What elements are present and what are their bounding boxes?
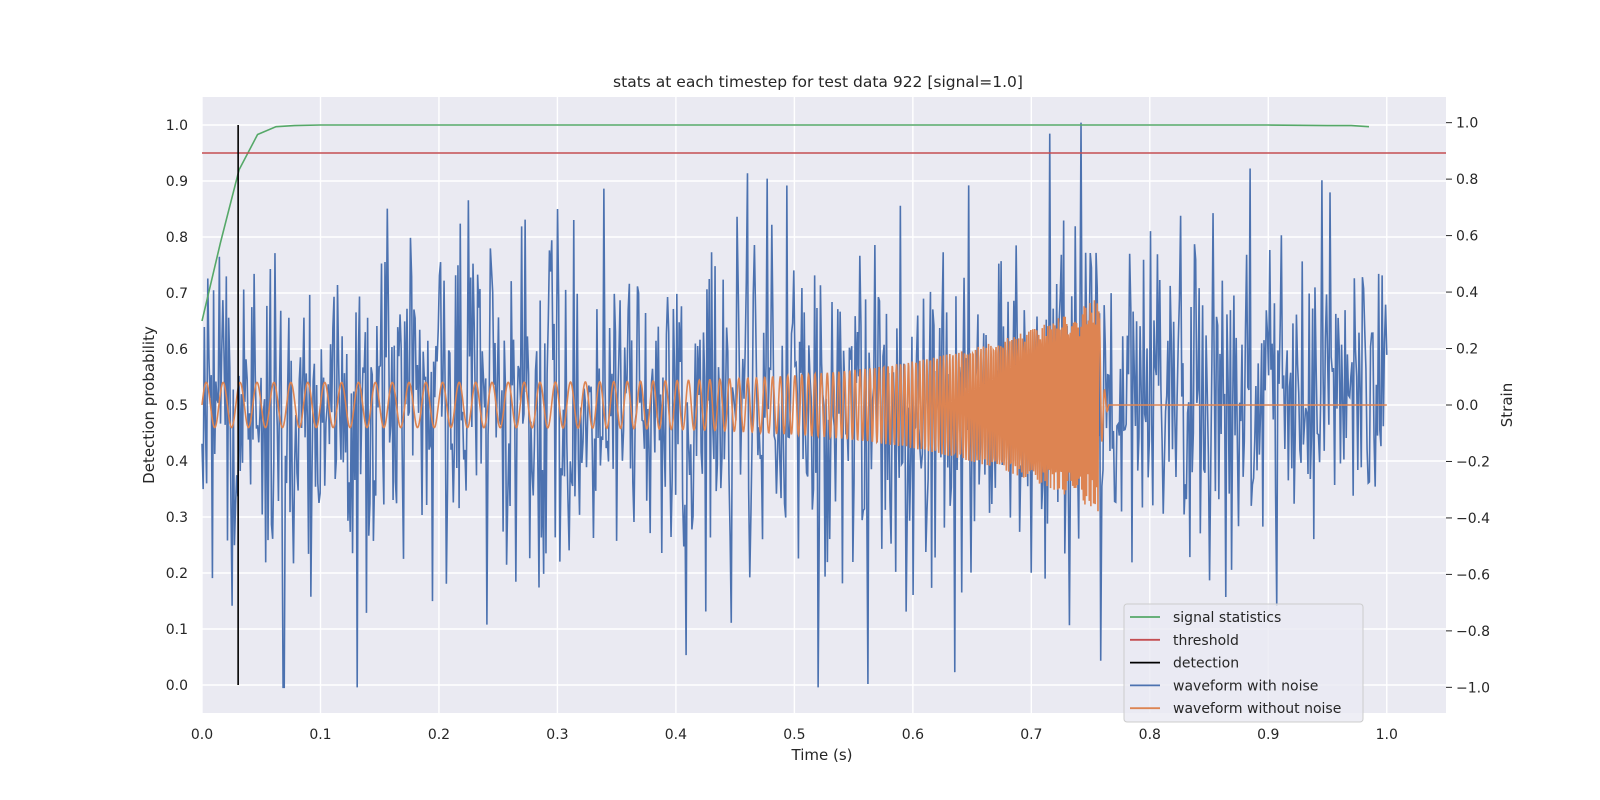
x-tick-label: 0.7 — [1020, 727, 1042, 743]
y-tick-label-right: −0.4 — [1456, 511, 1490, 527]
legend-label: waveform with noise — [1173, 678, 1318, 694]
x-tick-label: 0.3 — [546, 727, 568, 743]
x-tick-label: 0.2 — [428, 727, 450, 743]
legend-label: detection — [1173, 656, 1239, 672]
x-tick-label: 0.6 — [902, 727, 924, 743]
y-tick-label-right: −1.0 — [1456, 680, 1490, 696]
x-tick-label: 0.1 — [309, 727, 331, 743]
x-tick-label: 0.5 — [783, 727, 805, 743]
y-tick-label-right: 0.0 — [1456, 398, 1478, 414]
y-tick-label-left: 0.3 — [166, 510, 188, 526]
y-tick-label-right: −0.8 — [1456, 624, 1490, 640]
legend-box — [1123, 603, 1364, 723]
x-tick-label: 0.9 — [1257, 727, 1279, 743]
x-tick-label: 0.8 — [1139, 727, 1161, 743]
data-series — [201, 122, 1446, 689]
y-tick-label-left: 0.8 — [166, 230, 188, 246]
y-axis-label-right: Strain — [1498, 383, 1516, 427]
y-tick-label-right: 0.8 — [1456, 172, 1478, 188]
legend-label: threshold — [1173, 633, 1239, 649]
legend: signal statistics threshold detection wavef… — [1123, 603, 1364, 723]
y-tick-label-left: 0.7 — [166, 286, 188, 302]
y-tick-label-left: 0.4 — [166, 454, 188, 470]
x-tick-label: 1.0 — [1376, 727, 1398, 743]
y-tick-label-left: 0.0 — [166, 678, 188, 694]
y-tick-label-left: 0.1 — [166, 622, 188, 638]
axis-ticks: 0.0 0.1 0.2 0.3 0.4 0.5 0.6 0.7 0.8 0.9 1.0 0.0 0.1 0… — [166, 116, 1490, 743]
y-tick-label-left: 0.9 — [166, 174, 188, 190]
series-waveform-with-noise-line — [201, 122, 1388, 689]
y-tick-label-right: 0.4 — [1456, 285, 1478, 301]
legend-label: signal statistics — [1173, 610, 1281, 626]
x-axis-label: Time (s) — [791, 746, 853, 764]
y-tick-label-right: 0.6 — [1456, 229, 1478, 245]
y-tick-label-left: 0.5 — [166, 398, 188, 414]
chart-title: stats at each timestep for test data 922… — [613, 73, 1023, 91]
y-tick-label-right: −0.2 — [1456, 454, 1490, 470]
y-tick-label-right: 0.2 — [1456, 342, 1478, 358]
y-tick-label-left: 0.6 — [166, 342, 188, 358]
y-tick-label-left: 1.0 — [166, 118, 188, 134]
series-signal-statistics-line — [201, 124, 1370, 322]
series-waveform-without-noise-line — [201, 300, 1387, 512]
x-tick-label: 0.0 — [191, 727, 213, 743]
y-axis-label-left: Detection probability — [140, 326, 158, 484]
y-tick-label-right: 1.0 — [1456, 116, 1478, 132]
x-tick-label: 0.4 — [665, 727, 687, 743]
y-tick-label-left: 0.2 — [166, 566, 188, 582]
y-tick-label-right: −0.6 — [1456, 567, 1490, 583]
legend-label: waveform without noise — [1173, 701, 1341, 717]
